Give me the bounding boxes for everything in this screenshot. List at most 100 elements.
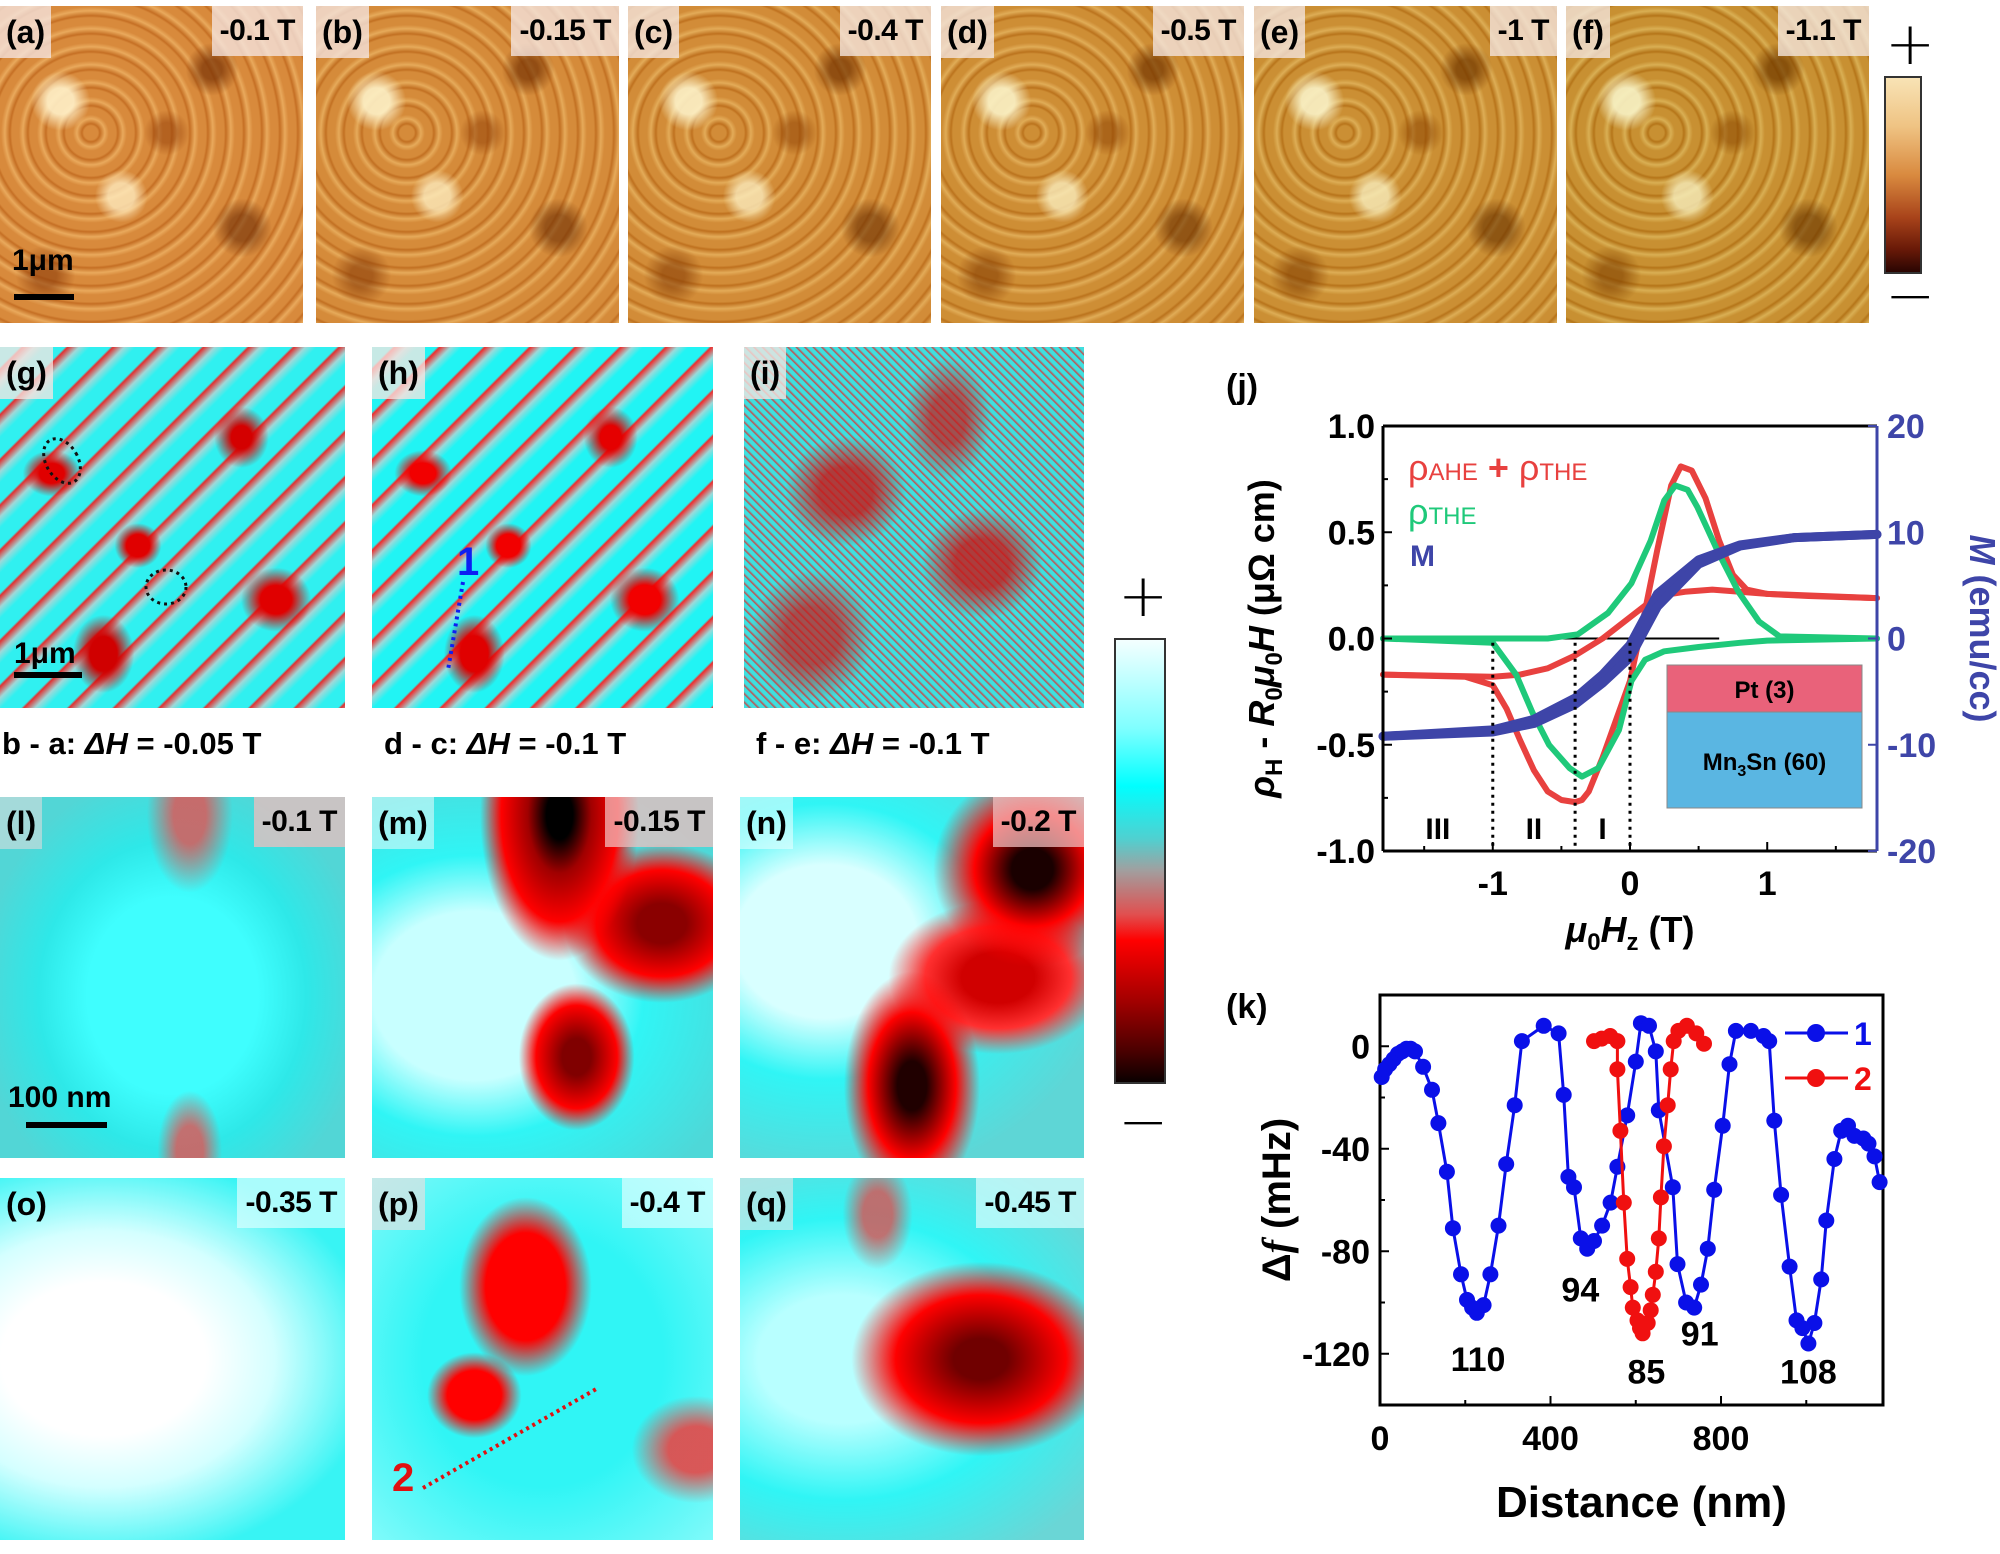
inset-layer-label-pt: Pt (3) [1735, 677, 1795, 704]
diff-image-h: (h) 1 [372, 347, 713, 708]
legend-label: 2 [1854, 1061, 1872, 1097]
scale-bar-label: 1μm [14, 637, 76, 670]
series-2-point [1696, 1035, 1712, 1052]
series-2-point [1652, 1189, 1669, 1206]
series-1-point [1407, 1043, 1423, 1060]
panel-label: (m) [372, 797, 434, 849]
dip-width-annotation: 91 [1681, 1315, 1719, 1353]
caption-variable: ΔH [84, 726, 128, 761]
series-2-point [1624, 1299, 1641, 1316]
field-label: -0.4 T [621, 1178, 713, 1228]
diff-image-i: (i) [744, 347, 1084, 708]
panel-label: (c) [628, 6, 680, 58]
field-label: -0.15 T [511, 6, 619, 56]
scale-bar [14, 672, 82, 678]
hall-resistivity-chart: (j)Pt (3)Mn3Sn (60)III II I-1 0 1-1.0-0.50.0… [1226, 368, 2000, 956]
series-2-point [1619, 1250, 1636, 1267]
phase-colorbar [1114, 638, 1166, 1084]
series-1-point [1490, 1217, 1507, 1234]
dashed-domain-outline [144, 568, 188, 606]
dip-width-annotation: 110 [1451, 1341, 1506, 1379]
series-1-point [1773, 1186, 1790, 1203]
colorbar-plus-label: + [1118, 561, 1169, 631]
series-1-point [1594, 1217, 1611, 1234]
inset-layer [1666, 664, 1863, 713]
series-2-point [1659, 1097, 1676, 1114]
panel-label: (b) [316, 6, 369, 58]
series-1-point [1794, 1320, 1811, 1337]
series-2-point [1622, 1279, 1639, 1296]
frequency-shift-profile-chart: (k) 0 400 800 -120 -80 -40 0 110 94 85 91 108 1 2 Δf (m… [1226, 988, 1888, 1527]
line-profile-overlay: 1 [446, 540, 479, 671]
mfm-image-e: (e) -1 T [1254, 6, 1557, 323]
legend-marker [1807, 1069, 1825, 1087]
series-1-point [1860, 1135, 1877, 1152]
series-1-point [1669, 1256, 1686, 1273]
series-1-point [1415, 1058, 1432, 1075]
panel-label: (q) [740, 1178, 793, 1230]
field-label: -0.4 T [839, 6, 931, 56]
zoom-image-q: (q) -0.45 T [740, 1178, 1084, 1540]
dip-width-annotation: 85 [1628, 1354, 1666, 1392]
field-label: -0.45 T [976, 1178, 1084, 1228]
mfm-image-d: (d) -0.5 T [941, 6, 1244, 323]
series-1-point [1813, 1271, 1830, 1288]
colorbar-plus-label: + [1885, 9, 1936, 79]
zoom-image-l: (l) -0.1 T 100 nm [0, 797, 345, 1158]
series-1-point [1482, 1266, 1499, 1283]
domain-outline-overlay [42, 437, 188, 606]
y-tick-label: -120 [1302, 1336, 1370, 1374]
series-1-point [1699, 1240, 1716, 1257]
scale-bar [26, 1122, 107, 1128]
diff-image-g: (g) 1μm [0, 347, 345, 708]
series-1-point [1866, 1148, 1883, 1165]
x-axis-label: Distance (nm) [1496, 1478, 1787, 1527]
y-right-tick-label: 0 [1887, 621, 1906, 659]
series-2-point [1639, 1315, 1656, 1331]
caption-h: d - c: ΔH = -0.1 T [384, 726, 626, 762]
series-1-point [1424, 1081, 1440, 1098]
series-1-point [1818, 1212, 1835, 1229]
panel-label: (o) [6, 1186, 47, 1222]
region-label: III [1425, 813, 1450, 846]
x-tick-label: 0 [1371, 1420, 1390, 1458]
topography-colorbar [1884, 76, 1922, 274]
panel-label: (e) [1254, 6, 1306, 58]
caption-value: = -0.05 T [127, 726, 262, 761]
caption-i: f - e: ΔH = -0.1 T [756, 726, 990, 762]
series-1-point [1550, 1025, 1567, 1042]
panel-label: (f) [1566, 6, 1610, 58]
series-1-point [1498, 1156, 1515, 1173]
inset-layer-label-mn3sn: Mn3Sn (60) [1703, 749, 1827, 780]
series-2-point [1644, 1286, 1661, 1303]
line-profile-1 [446, 581, 465, 671]
panel-label: (d) [941, 6, 994, 58]
y-right-tick-label: -10 [1887, 727, 1936, 765]
dip-width-annotation: 94 [1561, 1272, 1599, 1310]
colorbar-minus-label: − [1118, 1087, 1169, 1157]
series-1-point [1766, 1112, 1783, 1129]
field-label: -0.1 T [253, 797, 345, 847]
series-1-point [1761, 1033, 1778, 1050]
caption-text: b - a: [2, 726, 85, 761]
field-label: -1.1 T [1777, 6, 1869, 56]
field-label: -1 T [1489, 6, 1557, 56]
series-1-point [1566, 1179, 1582, 1196]
line-profile-1-label: 1 [457, 540, 479, 584]
colorbar-minus-label: − [1885, 261, 1936, 331]
series-1-point [1535, 1017, 1552, 1034]
series-1-point [1506, 1097, 1523, 1114]
series-line-3 [1380, 482, 1880, 642]
series-1-point [1586, 1233, 1602, 1249]
series-1-point [1602, 1194, 1619, 1211]
panel-label: (i) [744, 347, 787, 399]
caption-text: f - e: [756, 726, 831, 761]
panel-label: (a) [0, 6, 52, 58]
panel-label: (l) [0, 797, 43, 849]
series-1-point [1714, 1117, 1731, 1134]
series-1-point [1693, 1276, 1709, 1293]
y-tick-label: -40 [1321, 1131, 1370, 1169]
caption-value: = -0.1 T [509, 726, 627, 761]
region-label: I [1598, 813, 1606, 846]
series-2-point [1609, 1033, 1626, 1050]
